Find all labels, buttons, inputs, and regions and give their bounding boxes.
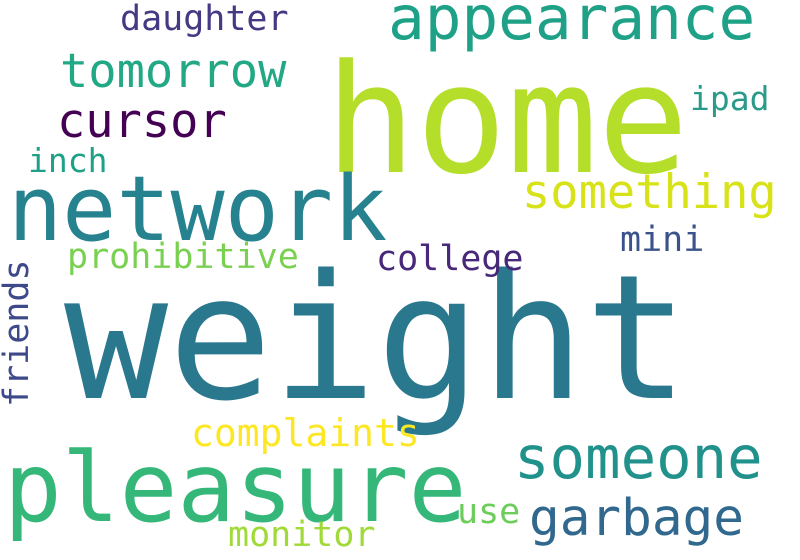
word-ipad: ipad bbox=[690, 79, 770, 118]
word-pleasure: pleasure bbox=[4, 432, 467, 544]
word-friends: friends bbox=[0, 259, 37, 407]
word-home: home bbox=[325, 32, 689, 208]
word-garbage: garbage bbox=[529, 489, 744, 548]
word-appearance: appearance bbox=[388, 0, 756, 54]
word-monitor: monitor bbox=[228, 515, 376, 555]
word-college: college bbox=[376, 239, 524, 279]
word-someone: someone bbox=[514, 423, 763, 492]
word-something: something bbox=[522, 165, 777, 220]
word-daughter: daughter bbox=[120, 0, 289, 39]
word-complaints: complaints bbox=[191, 411, 420, 455]
word-network: network bbox=[8, 157, 388, 262]
word-mini: mini bbox=[620, 220, 705, 260]
word-use: use bbox=[457, 492, 521, 532]
word-weight: weight bbox=[64, 237, 689, 439]
word-cursor: cursor bbox=[57, 94, 227, 149]
word-inch: inch bbox=[28, 141, 108, 180]
word-prohibitive: prohibitive bbox=[67, 237, 299, 277]
word-tomorrow: tomorrow bbox=[60, 44, 287, 99]
